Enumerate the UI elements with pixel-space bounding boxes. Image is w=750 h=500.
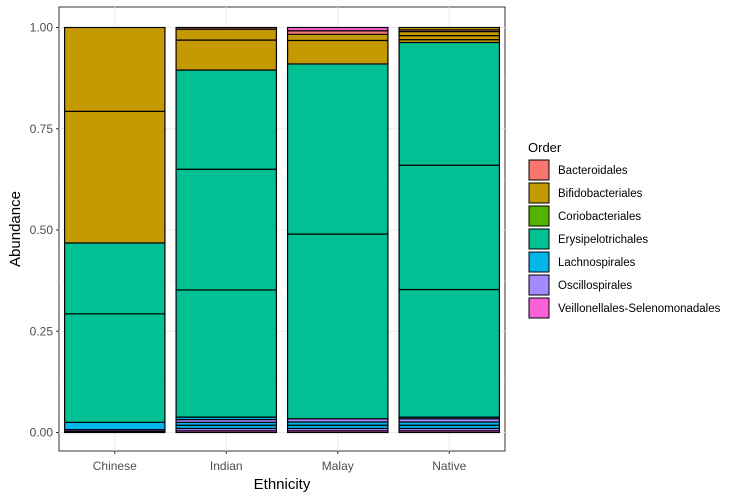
legend-swatch bbox=[528, 182, 550, 204]
legend-item: Oscillospirales bbox=[528, 274, 632, 296]
legend-label: Oscillospirales bbox=[558, 280, 632, 292]
legend-swatch bbox=[528, 228, 550, 250]
legend-item: Erysipelotrichales bbox=[528, 228, 648, 250]
legend-item: Bacteroidales bbox=[528, 159, 628, 181]
bar-segment bbox=[63, 421, 166, 431]
bar-segment bbox=[286, 233, 389, 420]
y-tick-label: 0.25 bbox=[30, 324, 54, 338]
x-tick-label: Malay bbox=[322, 459, 354, 473]
y-tick-label: 0.50 bbox=[30, 223, 54, 237]
legend-item: Bifidobacteriales bbox=[528, 182, 643, 204]
legend-swatch bbox=[528, 205, 550, 227]
bar-segment bbox=[175, 26, 278, 30]
bar-segment bbox=[398, 164, 501, 291]
bar-segment bbox=[398, 26, 501, 31]
y-axis: 0.00 0.25 0.50 0.75 1.00 bbox=[30, 21, 59, 440]
bar-segment bbox=[63, 242, 166, 315]
bar-segment bbox=[398, 288, 501, 418]
y-tick-label: 0.75 bbox=[30, 122, 54, 136]
legend-label: Bacteroidales bbox=[558, 165, 628, 177]
bar-segment bbox=[286, 63, 389, 235]
y-axis-title: Abundance bbox=[7, 191, 24, 267]
legend-item: Veillonellales-Selenomonadales bbox=[528, 297, 721, 319]
legend-swatch bbox=[528, 159, 550, 181]
y-tick-label: 1.00 bbox=[30, 21, 54, 35]
y-tick-label: 0.00 bbox=[30, 426, 54, 440]
bar-segment bbox=[286, 26, 389, 32]
bar-segment bbox=[175, 39, 278, 71]
bar-segment bbox=[175, 28, 278, 41]
bar-segment bbox=[398, 30, 501, 37]
bars bbox=[63, 26, 501, 434]
legend-label: Erysipelotrichales bbox=[558, 234, 648, 246]
bar-segment bbox=[398, 41, 501, 166]
legend-label: Veillonellales-Selenomonadales bbox=[558, 303, 721, 315]
legend-swatch bbox=[528, 251, 550, 273]
x-tick-label: Chinese bbox=[93, 459, 137, 473]
bar-segment bbox=[175, 69, 278, 170]
bar-stack-native bbox=[398, 26, 501, 434]
bar-stack-indian bbox=[175, 26, 278, 434]
bar-segment bbox=[175, 289, 278, 418]
bar-segment bbox=[286, 39, 389, 65]
bar-segment bbox=[63, 110, 166, 244]
legend-swatch bbox=[528, 297, 550, 319]
bar-segment bbox=[63, 313, 166, 423]
bar-segment bbox=[63, 26, 166, 112]
x-axis-title: Ethnicity bbox=[254, 476, 311, 493]
bar-segment bbox=[398, 34, 501, 41]
bar-segment bbox=[175, 168, 278, 291]
bar-segment bbox=[286, 33, 389, 42]
legend: Order Bacteroidales Bifidobacteriales Cori… bbox=[528, 140, 721, 319]
legend-title: Order bbox=[528, 140, 562, 155]
x-tick-label: Indian bbox=[210, 459, 243, 473]
legend-item: Lachnospirales bbox=[528, 251, 636, 273]
legend-swatch bbox=[528, 274, 550, 296]
bar-stack-chinese bbox=[63, 26, 166, 434]
legend-items: Bacteroidales Bifidobacteriales Coriobacte… bbox=[528, 159, 721, 319]
bar-stack-malay bbox=[286, 26, 389, 434]
legend-label: Coriobacteriales bbox=[558, 211, 641, 223]
legend-label: Lachnospirales bbox=[558, 257, 636, 269]
legend-label: Bifidobacteriales bbox=[558, 188, 643, 200]
legend-item: Coriobacteriales bbox=[528, 205, 641, 227]
x-tick-label: Native bbox=[432, 459, 466, 473]
x-axis: Chinese Indian Malay Native bbox=[93, 451, 467, 473]
